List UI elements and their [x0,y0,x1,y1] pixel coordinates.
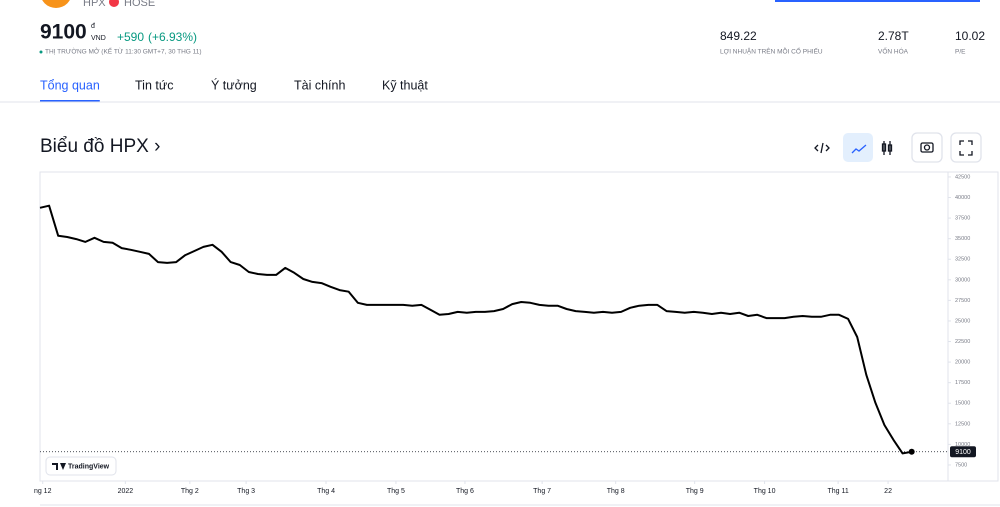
x-tick-label: Thg 10 [754,488,776,495]
market-status: THỊ TRƯỜNG MỞ (KỂ TỪ 11:30 GMT+7, 30 THG… [45,47,202,56]
watermark: TradingView [68,463,110,470]
tab[interactable]: Tổng quan [40,78,100,92]
y-tick-label: 35000 [955,236,970,242]
tab[interactable]: Ý tưởng [211,77,257,92]
stat-label: VỐN HÓA [878,46,909,56]
tab[interactable]: Tài chính [294,78,345,92]
x-tick-label: Thg 5 [387,488,405,495]
line-button[interactable] [843,133,873,162]
tab-underline [40,100,100,102]
tabs: Tổng quan Tin tức Ý tưởng Tài chính Kỹ thuật [40,77,428,102]
y-tick-label: 10000 [955,442,970,448]
candle-button[interactable] [883,141,891,155]
y-tick-label: 22500 [955,339,970,345]
x-tick-label: 2022 [118,488,134,495]
y-tick-label: 32500 [955,257,970,263]
candle-icon [881,143,887,152]
currency-mark: đ [91,23,95,30]
x-tick-label: Thg 3 [237,488,255,495]
y-tick-label: 37500 [955,216,970,222]
exchange: HOSE [124,0,155,9]
toolbar [814,132,982,163]
logo [42,0,70,8]
top-button[interactable] [775,0,980,2]
snapshot-button[interactable] [911,132,943,163]
line-icon [851,144,867,154]
y-tick-label: 27500 [955,298,970,304]
y-tick-label: 30000 [955,277,970,283]
x-tick-label: Thg 7 [533,488,551,495]
fullscreen-button[interactable] [950,132,982,163]
y-tick-label: 20000 [955,360,970,366]
change: +590 [117,30,144,44]
embed-button[interactable] [814,142,830,154]
currency: VND [91,35,106,42]
last-point [908,448,915,455]
x-tick-label: Thg 6 [456,488,474,495]
x-tick-label: Thg 2 [181,488,199,495]
price-label-box [950,446,976,458]
status-dot [39,50,43,54]
chart-frame [39,171,999,482]
symbol: HPX [83,0,106,9]
x-tick-label: Thg 8 [607,488,625,495]
y-tick-label: 17500 [955,380,970,386]
change-pct: (+6.93%) [148,30,197,44]
fullscreen-icon [959,140,973,156]
y-tick-label: 7500 [955,462,967,468]
watermark-box[interactable] [45,456,117,476]
camera-icon [920,142,934,153]
price-label: 9100 [955,449,971,456]
stat-value: 2.78T [878,29,909,43]
y-tick-label: 12500 [955,421,970,427]
tab[interactable]: Tin tức [135,78,173,92]
y-tick-label: 15000 [955,401,970,407]
x-tick-label: 22 [884,488,892,495]
x-tick-label: Thg 11 [827,488,848,495]
x-tick-label: ng 12 [34,488,52,495]
price-line [39,204,912,455]
stat-value: 10.02 [955,29,985,43]
tab[interactable]: Kỹ thuật [382,78,428,92]
stat-label: P/E [955,49,966,56]
camera-lens [923,144,931,151]
stat-value: 849.22 [720,29,757,43]
candle-icon [887,144,893,152]
exchange-flag [109,0,119,7]
y-tick-label: 42500 [955,174,970,180]
watermark-logo [52,463,66,470]
stat-label: LỢI NHUẬN TRÊN MỖI CỔ PHIẾU [720,46,823,56]
chart-title[interactable]: Biểu đồ HPX › [40,136,160,157]
y-tick-label: 25000 [955,318,970,324]
x-tick-label: Thg 9 [686,488,704,495]
plot: 42500 40000 37500 35000 32500 30000 27500 25000… [34,174,976,495]
y-tick-label: 40000 [955,195,970,201]
x-tick-label: Thg 4 [317,488,335,495]
price: 9100 [40,21,87,44]
